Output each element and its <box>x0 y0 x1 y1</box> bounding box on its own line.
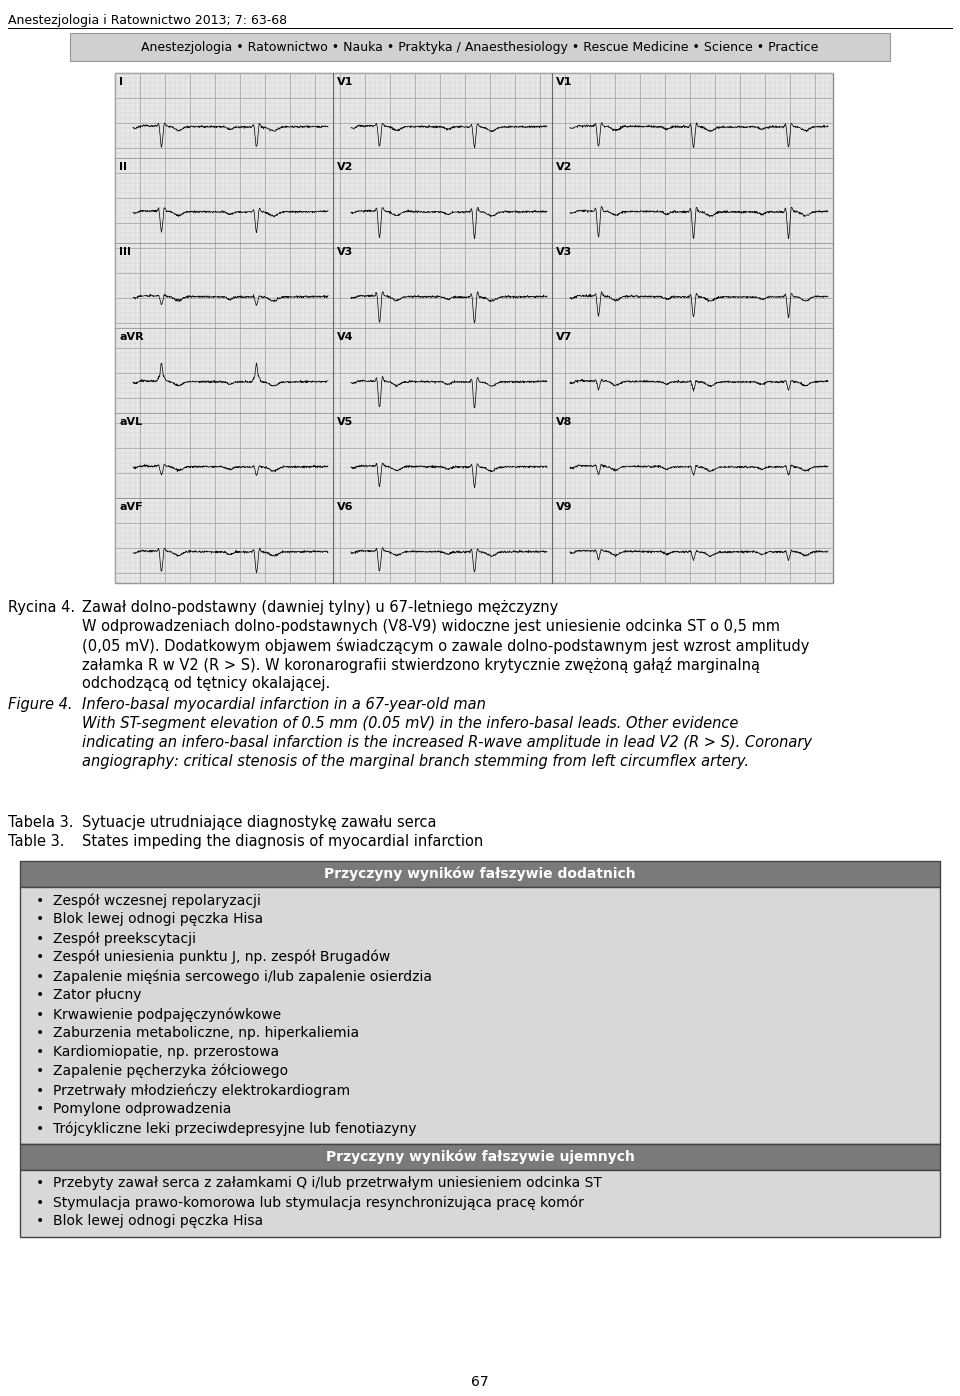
Text: aVL: aVL <box>119 417 142 427</box>
Text: •  Stymulacja prawo-komorowa lub stymulacja resynchronizująca pracę komór: • Stymulacja prawo-komorowa lub stymulac… <box>36 1195 584 1209</box>
Text: •  Blok lewej odnogi pęczka Hisa: • Blok lewej odnogi pęczka Hisa <box>36 1215 263 1228</box>
Text: aVF: aVF <box>119 503 143 512</box>
Text: V4: V4 <box>337 332 353 342</box>
Text: V6: V6 <box>337 503 353 512</box>
Text: V1: V1 <box>556 77 572 87</box>
Text: angiography: critical stenosis of the marginal branch stemming from left circumf: angiography: critical stenosis of the ma… <box>82 754 749 769</box>
Text: aVR: aVR <box>119 332 144 342</box>
Text: •  Zapalenie mięśnia sercowego i/lub zapalenie osierdzia: • Zapalenie mięśnia sercowego i/lub zapa… <box>36 969 432 984</box>
Text: II: II <box>119 162 127 172</box>
Text: odchodzącą od tętnicy okalającej.: odchodzącą od tętnicy okalającej. <box>82 676 330 691</box>
Text: (0,05 mV). Dodatkowym objawem świadczącym o zawale dolno-podstawnym jest wzrost : (0,05 mV). Dodatkowym objawem świadczący… <box>82 638 809 653</box>
Text: With ST-segment elevation of 0.5 mm (0.05 mV) in the infero-basal leads. Other e: With ST-segment elevation of 0.5 mm (0.0… <box>82 716 738 732</box>
Text: V7: V7 <box>556 332 572 342</box>
Text: •  Zespół preekscytacji: • Zespół preekscytacji <box>36 931 196 945</box>
Text: V5: V5 <box>337 417 353 427</box>
Text: •  Zator płucny: • Zator płucny <box>36 988 141 1002</box>
Text: W odprowadzeniach dolno-podstawnych (V8-V9) widoczne jest uniesienie odcinka ST : W odprowadzeniach dolno-podstawnych (V8-… <box>82 618 780 634</box>
Text: Rycina 4.: Rycina 4. <box>8 600 75 616</box>
Text: V1: V1 <box>337 77 353 87</box>
Text: •  Zespół wczesnej repolaryzacji: • Zespół wczesnej repolaryzacji <box>36 893 261 907</box>
Text: Przyczyny wyników fałszywie ujemnych: Przyczyny wyników fałszywie ujemnych <box>325 1150 635 1164</box>
Text: Tabela 3.: Tabela 3. <box>8 815 74 831</box>
Text: States impeding the diagnosis of myocardial infarction: States impeding the diagnosis of myocard… <box>82 833 483 849</box>
Text: I: I <box>119 77 123 87</box>
FancyBboxPatch shape <box>115 73 833 584</box>
FancyBboxPatch shape <box>70 34 890 61</box>
Text: •  Blok lewej odnogi pęczka Hisa: • Blok lewej odnogi pęczka Hisa <box>36 912 263 926</box>
Text: •  Kardiomiopatie, np. przerostowa: • Kardiomiopatie, np. przerostowa <box>36 1046 279 1060</box>
Text: Table 3.: Table 3. <box>8 833 64 849</box>
Text: V9: V9 <box>556 503 572 512</box>
Text: Anestezjologia • Ratownictwo • Nauka • Praktyka / Anaesthesiology • Rescue Medic: Anestezjologia • Ratownictwo • Nauka • P… <box>141 40 819 53</box>
Text: Infero-basal myocardial infarction in a 67-year-old man: Infero-basal myocardial infarction in a … <box>82 697 486 712</box>
Text: indicating an infero-basal infarction is the increased R-wave amplitude in lead : indicating an infero-basal infarction is… <box>82 736 812 750</box>
Text: V3: V3 <box>337 247 353 257</box>
Text: •  Krwawienie podpajęczynówkowe: • Krwawienie podpajęczynówkowe <box>36 1007 281 1022</box>
Text: •  Przetrwały młodzieńczy elektrokardiogram: • Przetrwały młodzieńczy elektrokardiogr… <box>36 1083 350 1097</box>
FancyBboxPatch shape <box>20 886 940 1143</box>
Text: V2: V2 <box>556 162 572 172</box>
Text: V2: V2 <box>337 162 353 172</box>
FancyBboxPatch shape <box>20 1143 940 1170</box>
Text: V3: V3 <box>556 247 572 257</box>
Text: załamka R w V2 (R > S). W koronarografii stwierdzono krytycznie zwężoną gałąź ma: załamka R w V2 (R > S). W koronarografii… <box>82 658 760 673</box>
Text: Figure 4.: Figure 4. <box>8 697 73 712</box>
Text: Przyczyny wyników fałszywie dodatnich: Przyczyny wyników fałszywie dodatnich <box>324 867 636 881</box>
Text: 67: 67 <box>471 1375 489 1389</box>
Text: III: III <box>119 247 131 257</box>
Text: •  Zaburzenia metaboliczne, np. hiperkaliemia: • Zaburzenia metaboliczne, np. hiperkali… <box>36 1026 359 1040</box>
FancyBboxPatch shape <box>20 1170 940 1237</box>
Text: Anestezjologia i Ratownictwo 2013; 7: 63-68: Anestezjologia i Ratownictwo 2013; 7: 63… <box>8 14 287 27</box>
Text: Zawał dolno-podstawny (dawniej tylny) u 67-letniego mężczyzny: Zawał dolno-podstawny (dawniej tylny) u … <box>82 600 559 616</box>
Text: Sytuacje utrudniające diagnostykę zawału serca: Sytuacje utrudniające diagnostykę zawału… <box>82 815 437 831</box>
FancyBboxPatch shape <box>20 861 940 886</box>
Text: •  Zapalenie pęcherzyka żółciowego: • Zapalenie pęcherzyka żółciowego <box>36 1064 288 1079</box>
Text: •  Trójcykliczne leki przeciwdepresyjne lub fenotiazyny: • Trójcykliczne leki przeciwdepresyjne l… <box>36 1121 417 1135</box>
Text: •  Pomylone odprowadzenia: • Pomylone odprowadzenia <box>36 1101 231 1115</box>
Text: •  Zespół uniesienia punktu J, np. zespół Brugadów: • Zespół uniesienia punktu J, np. zespół… <box>36 951 391 965</box>
Text: •  Przebyty zawał serca z załamkami Q i/lub przetrwałym uniesieniem odcinka ST: • Przebyty zawał serca z załamkami Q i/l… <box>36 1175 602 1189</box>
Text: V8: V8 <box>556 417 572 427</box>
